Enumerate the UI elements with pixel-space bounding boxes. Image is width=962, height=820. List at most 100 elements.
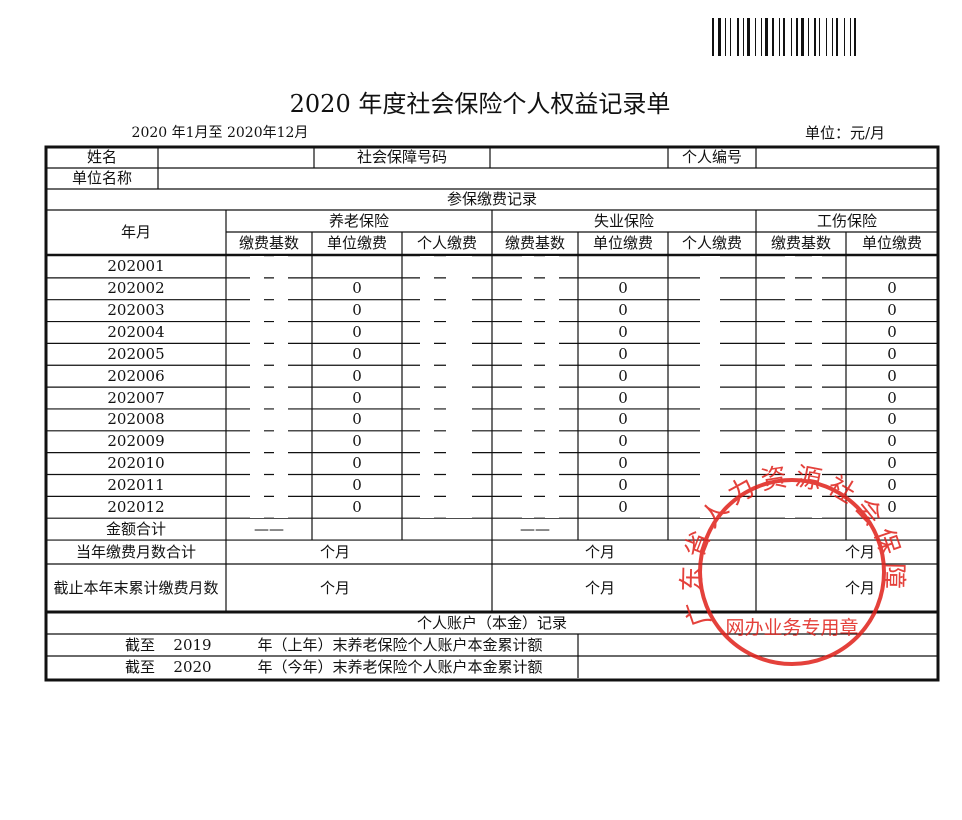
cell-injury-unit: 0	[887, 497, 897, 516]
cell-injury-unit: 0	[887, 388, 897, 407]
redaction	[812, 256, 822, 518]
cell-injury-unit: 0	[887, 322, 897, 341]
cell-pension-unit: 0	[352, 301, 362, 320]
cell-unemployment-unit: 0	[618, 432, 628, 451]
cell-pension-unit: 0	[352, 366, 362, 385]
redaction	[274, 256, 288, 518]
cell-injury-unit: 0	[887, 344, 897, 363]
cell-month: 202002	[107, 279, 165, 298]
total-pension-base: ——	[254, 519, 284, 538]
cell-injury-unit: 0	[887, 454, 897, 473]
cell-unemployment-unit: 0	[618, 454, 628, 473]
sub-header: 单位缴费	[326, 234, 387, 252]
cell-injury-unit: 0	[887, 432, 897, 451]
barcode-bar	[836, 18, 838, 56]
cell-pension-unit: 0	[352, 279, 362, 298]
cell-unemployment-unit: 0	[618, 301, 628, 320]
barcode-bar	[783, 18, 785, 56]
months-unit: 个月	[584, 542, 615, 561]
cell-pension-unit: 0	[352, 454, 362, 473]
account-prefix: 截至	[124, 657, 155, 676]
sub-header: 单位缴费	[592, 234, 653, 252]
cell-unemployment-unit: 0	[618, 322, 628, 341]
cell-month: 202008	[107, 410, 165, 429]
total-label: 金额合计	[105, 519, 166, 538]
cell-month: 202010	[107, 454, 165, 473]
barcode-bar	[725, 18, 726, 56]
months-label: 当年缴费月数合计	[75, 542, 196, 561]
cell-unemployment-unit: 0	[618, 344, 628, 363]
barcode-bar	[796, 18, 798, 56]
seal-bottom: 网办业务专用章	[725, 617, 858, 639]
barcode-bar	[832, 18, 833, 56]
barcode-bar	[737, 18, 739, 56]
cell-pension-unit: 0	[352, 410, 362, 429]
label-name: 姓名	[86, 148, 117, 166]
cumulative-unit: 个月	[584, 578, 615, 597]
cell-pension-unit: 0	[352, 475, 362, 494]
period: 2020 年1月至 2020年12月	[131, 124, 309, 141]
redaction	[700, 256, 720, 518]
cell-pension-unit: 0	[352, 432, 362, 451]
barcode-bar	[844, 18, 845, 56]
barcode-bar	[747, 18, 750, 56]
cell-month: 202004	[107, 322, 165, 341]
cell-unemployment-unit: 0	[618, 475, 628, 494]
barcode-bar	[801, 18, 804, 56]
sub-header: 缴费基数	[238, 234, 299, 252]
section-title: 参保缴费记录	[446, 190, 537, 208]
barcode-bar	[718, 18, 721, 56]
cell-month: 202003	[107, 301, 165, 320]
account-text: 年（上年）末养老保险个人账户本金累计额	[257, 635, 543, 654]
barcode-bar	[730, 18, 731, 56]
unit: 单位：元/月	[804, 123, 886, 142]
barcode-bar	[814, 18, 816, 56]
label-employer: 单位名称	[71, 169, 132, 187]
cell-unemployment-unit: 0	[618, 279, 628, 298]
cell-month: 202009	[107, 432, 165, 451]
barcode-bar	[761, 18, 762, 56]
cell-pension-unit: 0	[352, 388, 362, 407]
group-header: 失业保险	[593, 211, 654, 230]
cell-unemployment-unit: 0	[618, 388, 628, 407]
sub-header: 单位缴费	[861, 234, 922, 252]
sub-header: 个人缴费	[416, 234, 477, 252]
account-title: 个人账户（本金）记录	[416, 613, 567, 632]
label-id: 个人编号	[681, 148, 742, 166]
cell-unemployment-unit: 0	[618, 366, 628, 385]
cell-injury-unit: 0	[887, 366, 897, 385]
label-ssn: 社会保障号码	[356, 148, 447, 166]
cell-injury-unit: 0	[887, 475, 897, 494]
seal-ring	[698, 478, 886, 666]
cell-injury-unit: 0	[887, 301, 897, 320]
barcode-bar	[819, 18, 820, 56]
cell-month: 202006	[107, 366, 165, 385]
redaction	[522, 256, 534, 518]
sub-header: 缴费基数	[770, 234, 831, 252]
barcode-bar	[712, 18, 714, 56]
redaction	[250, 256, 264, 518]
cumulative-unit: 个月	[319, 578, 350, 597]
account-year: 2020	[173, 657, 212, 676]
barcode-bar	[755, 18, 756, 56]
title: 2020 年度社会保险个人权益记录单	[289, 89, 671, 118]
account-year: 2019	[173, 635, 212, 654]
barcode-bar	[743, 18, 744, 56]
cell-injury-unit: 0	[887, 279, 897, 298]
barcode-bar	[854, 18, 856, 56]
redaction	[420, 256, 434, 518]
sub-header: 缴费基数	[504, 234, 565, 252]
cell-pension-unit: 0	[352, 322, 362, 341]
group-header: 工伤保险	[816, 211, 877, 230]
cell-pension-unit: 0	[352, 344, 362, 363]
sub-header: 个人缴费	[681, 234, 742, 252]
barcode-bar	[826, 18, 827, 56]
months-unit: 个月	[319, 542, 350, 561]
cell-month: 202011	[107, 475, 165, 494]
table-border	[44, 145, 940, 682]
redaction	[785, 256, 795, 518]
cell-pension-unit: 0	[352, 497, 362, 516]
redaction	[446, 256, 472, 518]
